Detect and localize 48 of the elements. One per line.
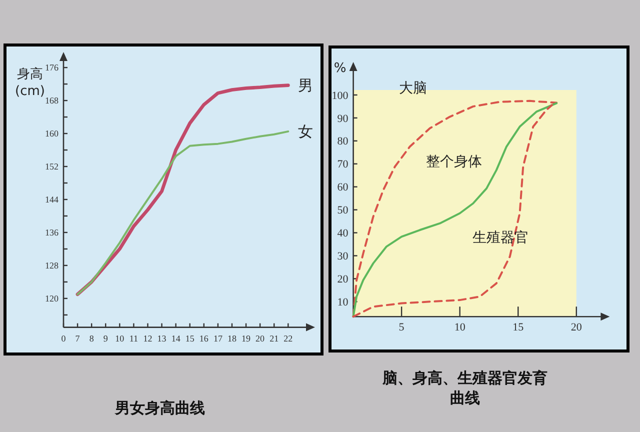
y-tick-label: 152 [45,162,58,172]
x-tick-label: 21 [270,333,279,344]
x-tick-label: 11 [129,333,138,344]
y-axis-title: % [334,61,346,76]
x-tick-label: 0 [61,333,66,344]
x-tick-label: 17 [213,333,223,344]
y-tick-label: 160 [45,128,59,139]
y-tick-label: 20 [337,274,349,286]
y-tick-label: 168 [45,96,59,106]
y-tick-label: 128 [45,260,59,271]
x-tick-label: 10 [115,333,125,344]
x-tick-label: 16 [199,333,209,344]
x-tick-label: 19 [242,333,252,344]
y-tick-label: 120 [45,294,59,304]
series-label: 男 [298,76,314,94]
y-axis-title: 身高(cm) [15,66,45,99]
x-tick-label: 14 [171,333,181,344]
y-tick-label: 40 [337,228,349,240]
y-tick-label: 10 [337,296,349,309]
y-tick-label: 176 [45,62,59,73]
x-tick-label: 15 [185,333,195,344]
text: 大脑 [399,80,428,97]
x-tick-label: 10 [454,322,466,334]
y-tick-label: 80 [337,136,349,148]
text: 男女身高曲线 [114,398,206,418]
x-tick-label: 15 [512,322,524,334]
y-tick-label: 70 [337,158,349,171]
text: 脑、身高、生殖器官发育曲线 [382,368,548,408]
y-tick-label: 50 [337,204,349,217]
y-tick-label: 30 [337,250,349,263]
series-label: 女 [298,122,314,140]
y-tick-label: 90 [337,112,349,125]
x-tick-label: 18 [227,333,237,344]
y-tick-label: 60 [337,182,349,194]
y-tick-label: 100 [332,90,349,102]
y-tick-label: 136 [45,228,59,238]
x-tick-label: 8 [89,333,94,344]
series-label: 生殖器官 [472,230,529,246]
x-tick-label: 20 [256,333,266,344]
x-tick-label: 9 [103,333,108,344]
x-tick-label: 13 [157,333,167,344]
y-tick-label: 144 [45,194,59,205]
series-label: 整个身体 [426,154,482,170]
x-tick-label: 20 [570,322,582,334]
x-tick-label: 12 [143,333,152,344]
x-tick-label: 22 [284,333,293,344]
x-tick-label: 7 [75,333,80,344]
x-tick-label: 5 [398,322,405,334]
